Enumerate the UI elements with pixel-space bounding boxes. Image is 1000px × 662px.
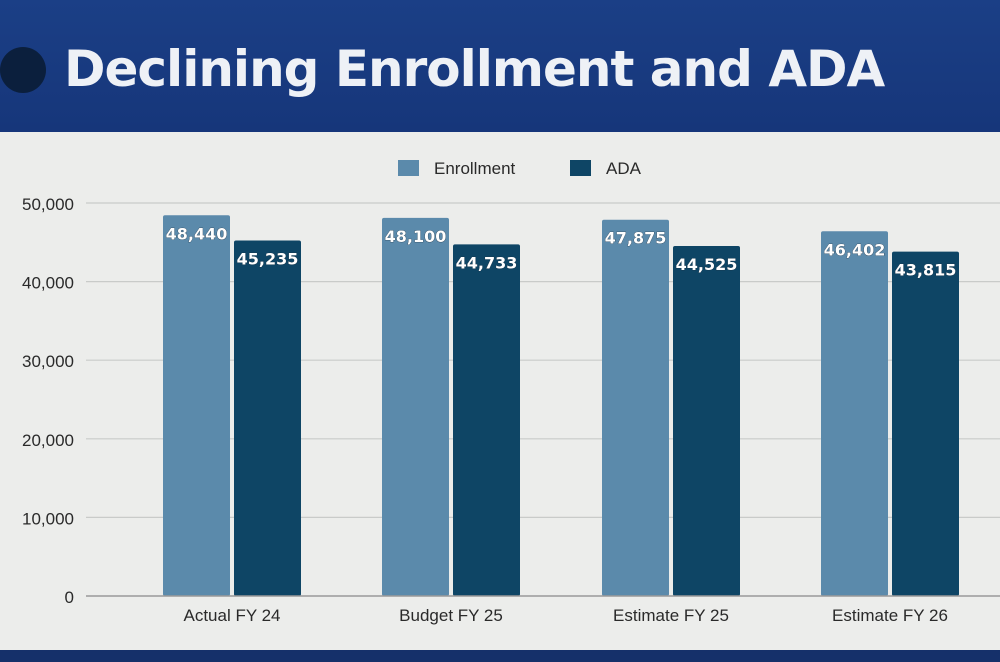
axes: 0 10,000 20,000 30,000 40,000 50,000 Actual FY…	[22, 195, 1000, 625]
ada-bar	[892, 251, 959, 596]
x-category-label: Budget FY 25	[399, 606, 503, 625]
enrollment-data-label: 48,440	[166, 224, 228, 243]
y-tick-label: 30,000	[22, 352, 74, 371]
legend: Enrollment ADA	[398, 159, 642, 178]
ada-data-label: 44,525	[676, 255, 738, 274]
x-category-label: Estimate FY 25	[613, 606, 729, 625]
x-category-label: Estimate FY 26	[832, 606, 948, 625]
ada-data-label: 45,235	[237, 249, 299, 268]
bullet-dot-icon	[0, 47, 46, 93]
legend-label-enrollment: Enrollment	[434, 159, 516, 178]
ada-bar	[234, 240, 301, 596]
title-bar: Declining Enrollment and ADA	[0, 0, 1000, 132]
enrollment-data-label: 46,402	[824, 240, 886, 259]
data-labels: 48,440 45,235 48,100 44,733 47,875 44,525 46,4…	[165, 224, 957, 280]
legend-swatch-ada	[570, 160, 591, 176]
legend-swatch-enrollment	[398, 160, 419, 176]
y-tick-label: 40,000	[22, 274, 74, 293]
enrollment-bar	[821, 231, 888, 596]
ada-data-label: 44,733	[456, 253, 518, 272]
y-tick-label: 20,000	[22, 431, 74, 450]
legend-label-ada: ADA	[606, 159, 642, 178]
y-tick-label: 50,000	[22, 195, 74, 214]
bars	[163, 215, 959, 596]
bar-chart: 48,440 45,235 48,100 44,733 47,875 44,525 46,4…	[22, 159, 1000, 625]
ada-bar	[673, 246, 740, 596]
enrollment-bar	[382, 217, 449, 596]
bottom-bar	[0, 650, 1000, 662]
ada-bar	[453, 244, 520, 596]
y-tick-label: 10,000	[22, 509, 74, 528]
y-tick-label: 0	[65, 588, 74, 607]
enrollment-data-label: 47,875	[605, 229, 667, 248]
enrollment-bar	[163, 215, 230, 596]
enrollment-data-label: 48,100	[385, 227, 447, 246]
slide-title: Declining Enrollment and ADA	[64, 40, 885, 98]
x-category-label: Actual FY 24	[183, 606, 280, 625]
enrollment-bar	[602, 219, 669, 596]
ada-data-label: 43,815	[895, 261, 957, 280]
